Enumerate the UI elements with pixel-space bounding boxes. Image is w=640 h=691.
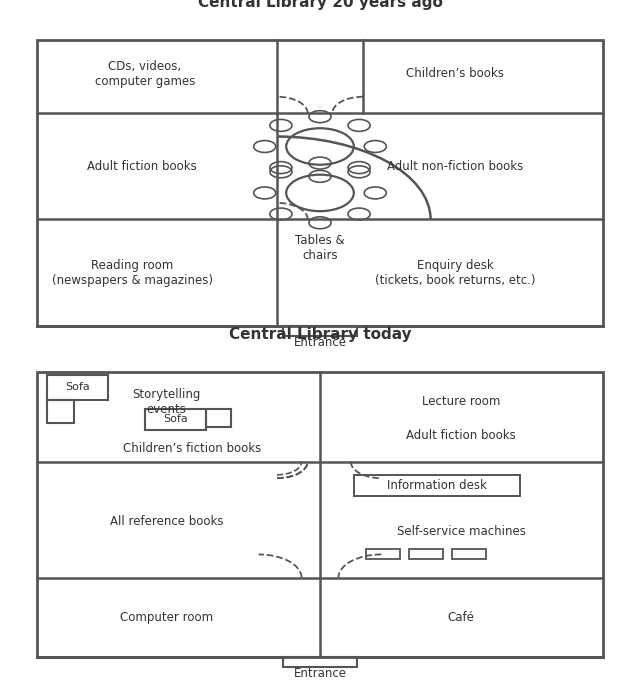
Bar: [354, 475, 520, 496]
Text: Entrance: Entrance: [294, 336, 346, 349]
Text: Adult fiction books: Adult fiction books: [87, 160, 196, 173]
Text: Children’s fiction books: Children’s fiction books: [124, 442, 262, 455]
Bar: [47, 375, 108, 400]
Text: CDs, videos,
computer games: CDs, videos, computer games: [95, 59, 195, 88]
Text: Reading room
(newspapers & magazines): Reading room (newspapers & magazines): [52, 258, 213, 287]
Bar: [409, 549, 443, 560]
Text: Lecture room: Lecture room: [422, 395, 500, 408]
Text: Computer room: Computer room: [120, 611, 213, 624]
Text: Self-service machines: Self-service machines: [397, 524, 525, 538]
Text: Sofa: Sofa: [163, 414, 188, 424]
Text: Enquiry desk
(tickets, book returns, etc.): Enquiry desk (tickets, book returns, etc…: [375, 258, 536, 287]
Text: Tables &
chairs: Tables & chairs: [295, 234, 345, 262]
Text: Sofa: Sofa: [65, 382, 90, 392]
Text: Adult fiction books: Adult fiction books: [406, 428, 516, 442]
Title: Central Library 20 years ago: Central Library 20 years ago: [198, 0, 442, 10]
Bar: [283, 325, 357, 336]
Bar: [452, 549, 486, 560]
Bar: [47, 400, 74, 424]
Bar: [145, 408, 206, 430]
Bar: [366, 549, 400, 560]
Text: Entrance: Entrance: [294, 668, 346, 681]
Title: Central Library today: Central Library today: [228, 327, 412, 341]
Text: Information desk: Information desk: [387, 479, 486, 492]
Text: Café: Café: [448, 611, 475, 624]
Text: All reference books: All reference books: [109, 515, 223, 528]
Bar: [37, 372, 603, 657]
Text: Children’s books: Children’s books: [406, 67, 504, 80]
Bar: [206, 408, 231, 427]
Bar: [37, 40, 603, 325]
Text: Storytelling
events: Storytelling events: [132, 388, 200, 416]
Bar: [283, 657, 357, 668]
Text: Adult non-fiction books: Adult non-fiction books: [387, 160, 524, 173]
